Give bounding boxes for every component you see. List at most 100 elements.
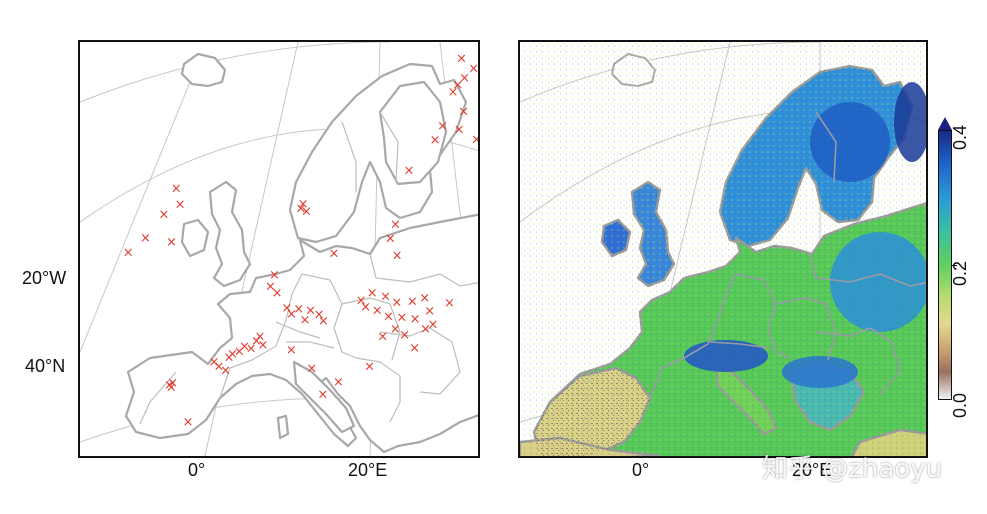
station-marker: ×	[166, 380, 177, 395]
colorbar-extend-arrow	[938, 117, 952, 130]
border-line	[775, 297, 837, 361]
station-marker: ×	[444, 296, 455, 311]
ireland-shape	[180, 218, 210, 258]
station-marker: ×	[298, 197, 309, 212]
gridded-map-svg	[520, 42, 926, 456]
station-marker: ×	[372, 303, 383, 318]
border-line	[735, 273, 791, 359]
coastline	[124, 52, 478, 454]
station-map-svg: ××××××××××××××××××××××××××××××××××××××××…	[80, 42, 480, 456]
border-line	[379, 111, 399, 183]
station-marker: ×	[182, 415, 193, 430]
border-line	[139, 371, 177, 425]
station-marker: ×	[409, 341, 420, 356]
station-marker: ×	[164, 378, 175, 393]
station-marker: ×	[258, 338, 269, 353]
sardinia-shape	[276, 414, 290, 440]
wet-zones	[684, 82, 926, 388]
lat-label-20w: 20°W	[22, 268, 67, 288]
border-line	[815, 327, 901, 395]
meridian-20w	[80, 81, 191, 353]
station-marker: ×	[420, 322, 431, 337]
station-marker: ×	[459, 71, 470, 86]
colorbar-tick	[951, 265, 957, 266]
station-marker: ×	[158, 208, 169, 223]
parallel-70n	[80, 42, 391, 103]
station-marker: ×	[220, 363, 231, 378]
border-line	[379, 327, 461, 395]
station-marker: ×	[383, 309, 394, 324]
station-marker: ×	[333, 375, 344, 390]
station-marker: ×	[396, 311, 407, 326]
station-marker: ×	[452, 78, 463, 93]
station-marker: ×	[424, 304, 435, 319]
station-marker: ×	[317, 387, 328, 402]
finland-shape	[378, 80, 448, 186]
station-marker: ×	[166, 235, 177, 250]
border-line	[355, 357, 401, 423]
border-line	[709, 341, 771, 349]
right-lon-label-20e: 20°E	[792, 460, 832, 480]
station-marker: ×	[214, 359, 225, 374]
station-marker: ×	[281, 301, 292, 316]
station-marker: ×	[224, 351, 235, 366]
station-marker: ×	[360, 300, 371, 315]
border-line	[219, 273, 303, 399]
border-line	[341, 297, 401, 361]
station-marker: ×	[171, 182, 182, 197]
station-marker: ×	[293, 302, 304, 317]
border-line	[301, 273, 357, 359]
station-marker: ×	[246, 341, 257, 356]
border-line	[341, 121, 357, 192]
station-marker: ×	[468, 62, 479, 77]
station-marker: ×	[140, 231, 151, 246]
station-marker: ×	[356, 293, 367, 308]
station-marker: ×	[456, 51, 467, 66]
station-marker: ×	[167, 376, 178, 391]
east-zone	[830, 232, 926, 332]
border-line	[649, 273, 737, 399]
station-marker: ×	[209, 355, 220, 370]
station-marker: ×	[313, 308, 324, 323]
station-marker: ×	[390, 322, 401, 337]
station-marker: ×	[286, 307, 297, 322]
station-marker: ×	[458, 105, 469, 120]
station-marker: ×	[471, 133, 480, 148]
station-marker: ×	[454, 123, 465, 138]
colorbar-label-min: 0.0	[950, 392, 970, 418]
border-line	[286, 341, 335, 349]
station-marker: ×	[305, 304, 316, 319]
station-marker: ×	[367, 286, 378, 301]
border-line	[275, 321, 321, 339]
station-marker: ×	[251, 334, 262, 349]
station-marker: ×	[269, 268, 280, 283]
station-marker: ×	[430, 133, 441, 148]
lon-label-20e: 20°E	[348, 460, 388, 480]
station-marker: ×	[299, 313, 310, 328]
station-marker: ×	[390, 218, 401, 233]
lat-label-40n: 40°N	[25, 356, 66, 376]
station-marker: ×	[427, 317, 438, 332]
station-marker: ×	[391, 295, 402, 310]
continent-shape	[124, 213, 478, 454]
station-marker: ×	[447, 85, 458, 100]
alps-zone	[684, 340, 768, 372]
station-marker: ×	[377, 330, 388, 345]
britain-shape	[208, 180, 252, 288]
station-marker: ×	[392, 249, 403, 264]
country-borders	[139, 111, 478, 425]
station-marker: ×	[380, 290, 391, 305]
station-marker: ×	[272, 286, 283, 301]
country-borders	[649, 111, 926, 399]
station-marker: ×	[175, 198, 186, 213]
station-marker: ×	[296, 202, 307, 217]
border-line	[809, 253, 926, 287]
station-markers: ××××××××××××××××××××××××××××××××××××××××…	[123, 51, 480, 430]
lon-label-0: 0°	[188, 460, 206, 480]
station-marker: ×	[404, 164, 415, 179]
station-marker: ×	[286, 343, 297, 358]
station-marker: ×	[419, 291, 430, 306]
gridded-map-panel	[518, 40, 928, 458]
station-marker: ×	[399, 328, 410, 343]
station-marker: ×	[239, 340, 250, 355]
